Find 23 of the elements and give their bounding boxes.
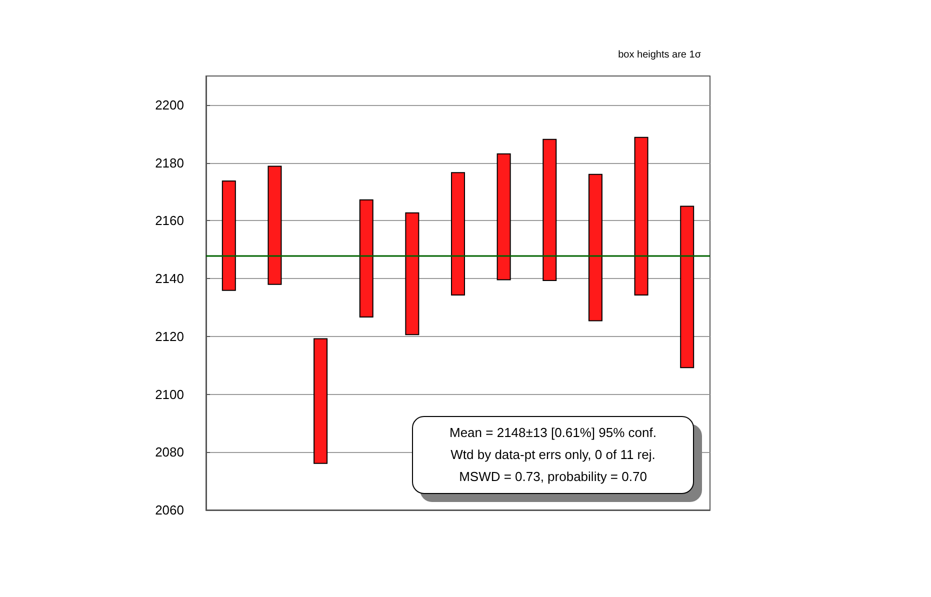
y-tick-label: 2060 [155,502,184,518]
y-tick-label: 2080 [155,444,184,460]
bar [222,180,236,291]
bar [359,199,374,318]
bar [314,338,328,464]
bar [588,174,602,322]
y-tick-label: 2100 [155,386,184,402]
y-tick-label: 2120 [155,328,184,344]
bar [451,172,465,296]
annotation: MSWD = 0.73, probability = 0.70 [458,468,648,486]
y-tick-label: 2140 [155,271,184,286]
bar [634,136,648,296]
bar [542,138,557,282]
bar [496,153,511,280]
bar [680,206,694,368]
text: box heights are 1σ [618,50,702,60]
y-tick-label: 2180 [155,155,184,170]
bar [405,212,420,336]
bar [268,166,282,285]
y-tick-label: 2160 [155,213,184,228]
y-tick-label: 2200 [155,97,184,112]
annotation: Mean = 2148±13 [0.61%] 95% conf. [448,424,658,442]
annotation: Wtd by data-pt errs only, 0 of 11 rej. [450,446,656,464]
